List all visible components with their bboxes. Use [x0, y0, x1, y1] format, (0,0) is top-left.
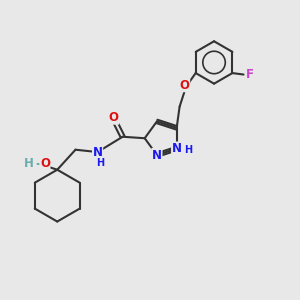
Text: -: - — [35, 156, 41, 171]
Text: H: H — [23, 157, 33, 170]
Text: H: H — [96, 158, 104, 168]
Text: O: O — [40, 157, 50, 170]
Text: N: N — [172, 142, 182, 155]
Text: O: O — [109, 111, 119, 124]
Text: N: N — [93, 146, 103, 159]
Text: F: F — [245, 68, 253, 81]
Text: H: H — [184, 145, 192, 155]
Text: O: O — [180, 79, 190, 92]
Text: N: N — [152, 148, 162, 161]
